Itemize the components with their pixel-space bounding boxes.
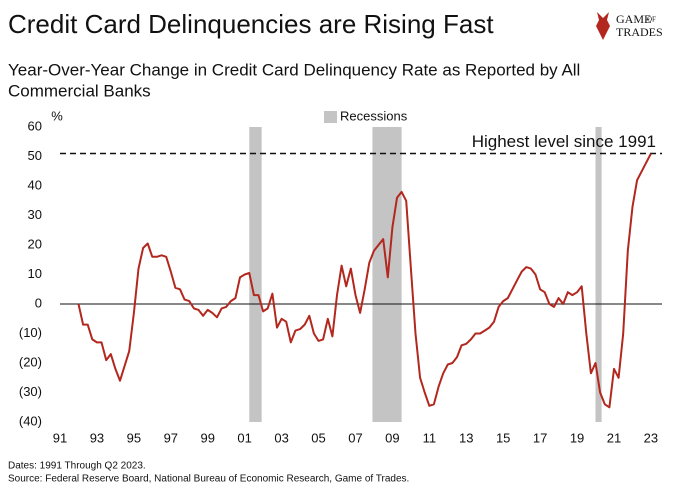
x-tick-label: 23 xyxy=(644,430,658,445)
y-tick-label: 30 xyxy=(28,207,42,222)
y-tick-label: 60 xyxy=(28,118,42,133)
x-tick-label: 93 xyxy=(90,430,104,445)
logo-text: TRADES xyxy=(616,25,663,39)
legend-swatch xyxy=(324,111,337,123)
logo-text: OF xyxy=(647,16,656,24)
x-tick-label: 15 xyxy=(496,430,510,445)
x-tick-label: 17 xyxy=(533,430,547,445)
y-tick-label: 50 xyxy=(28,148,42,163)
recession-band xyxy=(595,127,602,422)
x-tick-label: 19 xyxy=(570,430,584,445)
subtitle: Year-Over-Year Change in Credit Card Del… xyxy=(8,60,580,79)
x-tick-label: 21 xyxy=(607,430,621,445)
y-tick-label: 40 xyxy=(28,177,42,192)
x-tick-label: 01 xyxy=(237,430,251,445)
subtitle: Commercial Banks xyxy=(8,81,151,100)
y-unit: % xyxy=(51,108,63,123)
x-tick-label: 09 xyxy=(385,430,399,445)
x-tick-label: 03 xyxy=(274,430,288,445)
x-tick-label: 05 xyxy=(311,430,325,445)
logo-text: GAME xyxy=(616,12,651,26)
y-tick-label: (40) xyxy=(19,413,42,428)
reference-label: Highest level since 1991 xyxy=(472,132,656,151)
recession-band xyxy=(249,127,262,422)
x-tick-label: 07 xyxy=(348,430,362,445)
y-tick-label: 20 xyxy=(28,236,42,251)
y-tick-label: 0 xyxy=(35,295,42,310)
data-line xyxy=(77,153,652,409)
y-tick-label: (10) xyxy=(19,325,42,340)
footnote: Source: Federal Reserve Board, National … xyxy=(8,474,409,485)
x-tick-label: 95 xyxy=(127,430,141,445)
logo-icon xyxy=(596,12,610,40)
x-tick-label: 97 xyxy=(164,430,178,445)
x-tick-label: 11 xyxy=(423,430,437,445)
footnote: Dates: 1991 Through Q2 2023. xyxy=(8,461,146,472)
legend-label: Recessions xyxy=(340,108,408,123)
y-tick-label: (20) xyxy=(19,354,42,369)
chart-title: Credit Card Delinquencies are Rising Fas… xyxy=(8,9,494,39)
y-tick-label: 10 xyxy=(28,266,42,281)
logo: GAME OF TRADES xyxy=(596,12,663,40)
x-tick-label: 99 xyxy=(200,430,214,445)
x-tick-label: 13 xyxy=(459,430,473,445)
y-tick-label: (30) xyxy=(19,384,42,399)
x-tick-label: 91 xyxy=(53,430,67,445)
